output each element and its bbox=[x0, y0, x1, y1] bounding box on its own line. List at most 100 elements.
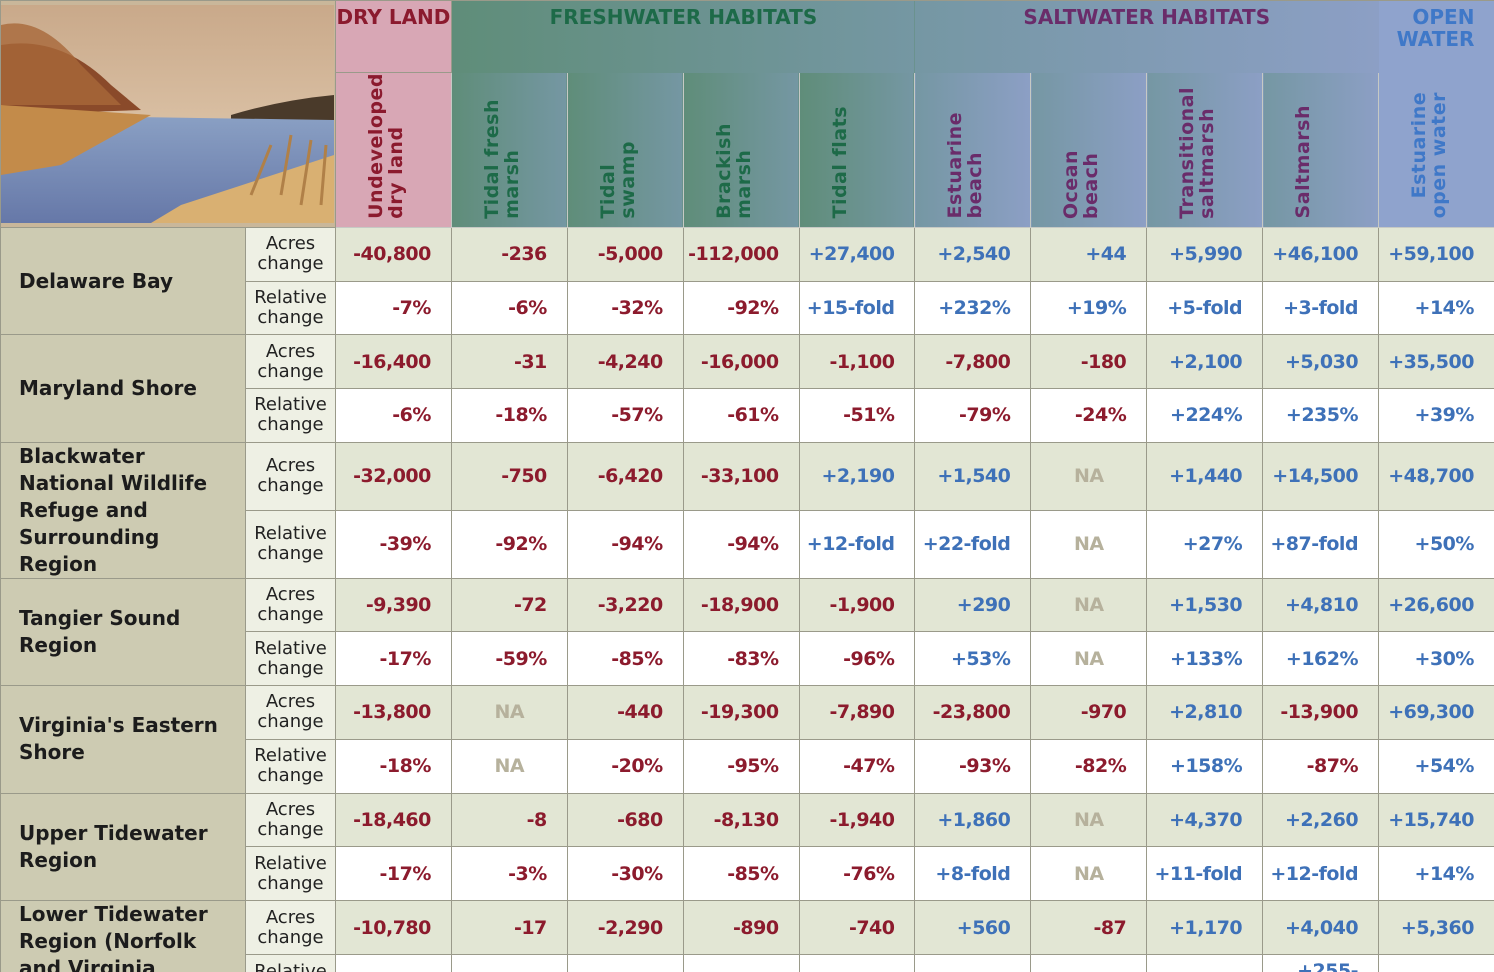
value-cell: -39% bbox=[335, 509, 452, 579]
value-cell: -750 bbox=[450, 441, 568, 511]
value-cell: -38% bbox=[450, 954, 568, 972]
data-row: Maryland Shore Acres change -16,400 -31 -4,2… bbox=[0, 334, 1494, 443]
data-row: Delaware Bay Acres change -40,800 -236 -5,00… bbox=[0, 226, 1494, 336]
column-label: Estuarine beach bbox=[944, 112, 986, 219]
column-header: Brackish marsh bbox=[682, 72, 800, 228]
data-row: Virginia's Eastern Shore Acres change -13,… bbox=[0, 685, 1494, 794]
metric-label: Acres change bbox=[245, 792, 336, 848]
column-header: Tidal fresh marsh bbox=[450, 72, 568, 228]
column-label-line: marsh bbox=[500, 149, 523, 219]
value-cell: -1,100 bbox=[798, 334, 916, 389]
value-cell: +2,190 bbox=[798, 441, 916, 511]
metric-text: Relative change bbox=[254, 745, 327, 787]
column-label-line: Ocean bbox=[1060, 149, 1083, 219]
value-cell: +235% bbox=[1262, 387, 1380, 443]
value-cell: +39% bbox=[1378, 387, 1494, 443]
column-label-line: swamp bbox=[616, 141, 639, 219]
value-cell: +59,100 bbox=[1378, 226, 1494, 282]
value-cell: -33,100 bbox=[682, 441, 800, 511]
column-label: Undeveloped dry land bbox=[365, 73, 407, 219]
value-cell: -180 bbox=[1030, 334, 1148, 389]
value-cell: -970 bbox=[1030, 685, 1148, 740]
value-cell: +2,100 bbox=[1146, 334, 1264, 389]
value-cell: -236 bbox=[450, 226, 568, 282]
value-cell: +232% bbox=[914, 280, 1032, 336]
value-cell: +15,740 bbox=[1378, 792, 1494, 848]
value-cell: -72 bbox=[450, 577, 568, 633]
value-cell: +4,370 bbox=[1146, 792, 1264, 848]
column-label: Tidal flats bbox=[829, 106, 851, 219]
value-cell: -17% bbox=[335, 846, 452, 901]
value-cell: -83% bbox=[682, 631, 800, 687]
data-row: Tangier Sound Region Acres change -9,390 -7… bbox=[0, 577, 1494, 687]
value-cell: -8,130 bbox=[682, 792, 800, 848]
column-label-line: saltmarsh bbox=[1196, 107, 1219, 219]
column-header: Undeveloped dry land bbox=[335, 72, 452, 228]
column-label-line: marsh bbox=[732, 149, 755, 219]
value-cell: +26,600 bbox=[1378, 577, 1494, 633]
metric-text: Relative change bbox=[254, 286, 327, 328]
value-cell: +2,540 bbox=[914, 226, 1032, 282]
group-header: DRY LAND bbox=[335, 0, 452, 73]
value-cell: +2,260 bbox=[1262, 792, 1380, 848]
metric-text: Relative change bbox=[254, 523, 327, 565]
value-cell: +255-fold bbox=[1262, 954, 1380, 972]
value-cell: +133% bbox=[1146, 631, 1264, 687]
value-cell: -8 bbox=[450, 792, 568, 848]
value-cell: +53% bbox=[914, 631, 1032, 687]
metric-label: Acres change bbox=[245, 899, 336, 956]
metric-text: Relative change bbox=[254, 637, 327, 679]
value-cell: +5,030 bbox=[1262, 334, 1380, 389]
metric-label: Relative change bbox=[245, 387, 336, 443]
column-label: Transitional saltmarsh bbox=[1176, 87, 1219, 219]
value-cell: -18,460 bbox=[335, 792, 452, 848]
value-cell: -67% bbox=[798, 954, 916, 972]
region-name: Blackwater National Wildlife Refuge and … bbox=[0, 441, 246, 579]
value-cell: NA bbox=[450, 738, 568, 794]
column-header: Estuarine open water bbox=[1378, 72, 1494, 228]
column-label-line: Saltmarsh bbox=[1292, 105, 1315, 219]
column-label-line: Brackish bbox=[712, 122, 735, 219]
metric-label: Relative change bbox=[245, 509, 336, 579]
value-cell: -3% bbox=[450, 846, 568, 901]
value-cell: +48,700 bbox=[1378, 441, 1494, 511]
value-cell: -16,000 bbox=[682, 334, 800, 389]
metric-label: Relative change bbox=[245, 846, 336, 901]
value-cell: -16,400 bbox=[335, 334, 452, 389]
column-label-line: Estuarine bbox=[944, 112, 967, 219]
metric-text: Acres change bbox=[257, 455, 324, 497]
value-cell: -19,300 bbox=[682, 685, 800, 740]
value-cell: +4,040 bbox=[1262, 899, 1380, 956]
data-row: Relative change -17% -3% -30% -85% -76% +8-fol… bbox=[1, 846, 1494, 901]
metric-text: Relative change bbox=[254, 394, 327, 436]
value-cell: NA bbox=[1030, 792, 1148, 848]
value-cell: +27,400 bbox=[798, 226, 916, 282]
value-cell: NA bbox=[1030, 577, 1148, 633]
value-cell: -19% bbox=[335, 954, 452, 972]
value-cell: +50% bbox=[1378, 509, 1494, 579]
value-cell: +1,170 bbox=[1146, 899, 1264, 956]
region-name: Upper Tidewater Region bbox=[0, 792, 246, 901]
value-cell: -7% bbox=[335, 280, 452, 336]
value-cell: -13,900 bbox=[1262, 685, 1380, 740]
value-cell: -5,000 bbox=[566, 226, 684, 282]
value-cell: -6,420 bbox=[566, 441, 684, 511]
value-cell: +5,990 bbox=[1146, 226, 1264, 282]
data-row: Relative change -18% NA -20% -95% -47% -93% -82… bbox=[1, 738, 1494, 794]
value-cell: -18,900 bbox=[682, 577, 800, 633]
metric-label: Acres change bbox=[245, 685, 336, 740]
metric-label: Relative change bbox=[245, 631, 336, 687]
value-cell: -92% bbox=[450, 509, 568, 579]
value-cell: -96% bbox=[798, 631, 916, 687]
value-cell: +1,530 bbox=[1146, 577, 1264, 633]
value-cell: -740 bbox=[798, 899, 916, 956]
group-header: OPEN WATER bbox=[1378, 0, 1494, 73]
value-cell: +14-fold bbox=[1146, 954, 1264, 972]
metric-text: Relative change bbox=[254, 852, 327, 894]
group-header: FRESHWATER HABITATS bbox=[451, 0, 915, 73]
metric-label: Acres change bbox=[245, 441, 336, 511]
value-cell: -6% bbox=[335, 387, 452, 443]
value-cell: -18% bbox=[335, 738, 452, 794]
